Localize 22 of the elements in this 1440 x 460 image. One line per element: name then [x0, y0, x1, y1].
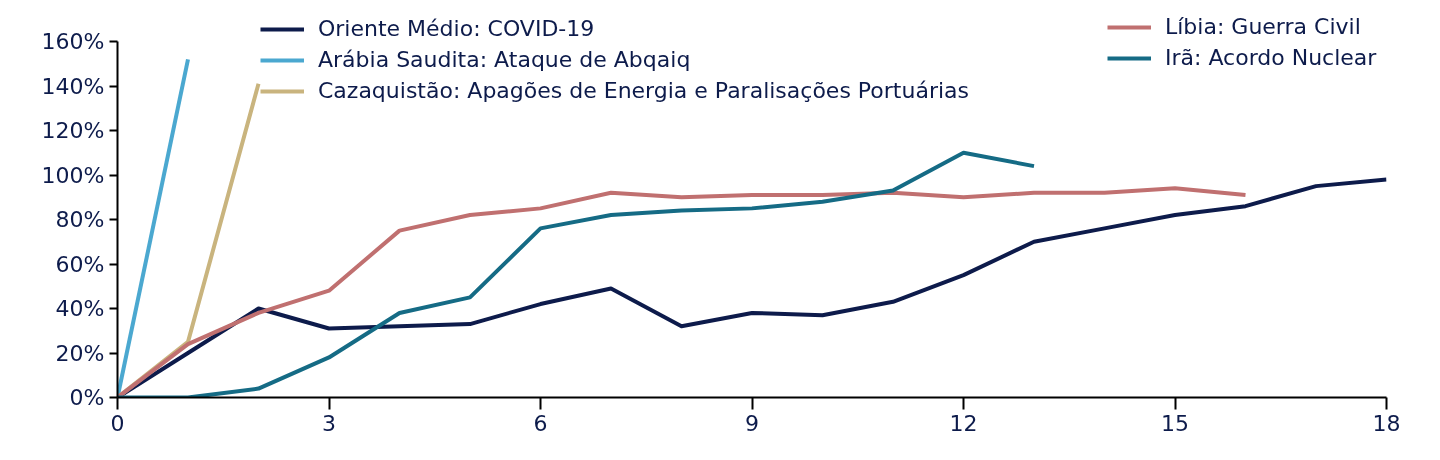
x-tick-label: 12 [949, 410, 978, 436]
x-tick-label: 3 [322, 410, 336, 436]
legend-label: Arábia Saudita: Ataque de Abqaiq [318, 47, 691, 72]
y-tick-label: 60% [55, 251, 105, 277]
legend-label: Irã: Acordo Nuclear [1165, 45, 1377, 70]
y-tick-label: 120% [41, 118, 105, 143]
y-tick-label: 160% [41, 29, 105, 54]
y-tick-label: 140% [41, 73, 105, 99]
x-tick-label: 18 [1372, 410, 1401, 436]
y-tick-label: 40% [55, 296, 105, 321]
y-tick-label: 80% [55, 207, 105, 232]
x-tick-label: 0 [110, 410, 125, 436]
line-series [117, 150, 1036, 398]
legend-label: Cazaquistão: Apagões de Energia e Paralisações Portuárias [318, 78, 969, 103]
legend-label: Oriente Médio: COVID-19 [318, 16, 595, 41]
x-tick-label: 6 [533, 410, 548, 436]
y-tick-label: 20% [55, 340, 105, 366]
x-tick-label: 9 [745, 410, 759, 436]
x-tick-label: 15 [1161, 410, 1189, 436]
y-tick-label: 100% [41, 162, 105, 188]
y-tick-label: 0% [69, 385, 105, 410]
legend-label: Líbia: Guerra Civil [1165, 14, 1361, 39]
